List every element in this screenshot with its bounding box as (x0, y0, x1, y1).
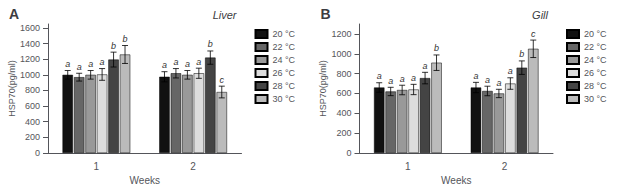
svg-text:200: 200 (25, 132, 40, 142)
svg-text:c: c (220, 75, 225, 85)
svg-text:22 °C: 22 °C (273, 42, 296, 52)
svg-text:a: a (473, 71, 478, 81)
svg-text:c: c (531, 29, 536, 39)
svg-text:1: 1 (405, 161, 411, 172)
svg-text:26 °C: 26 °C (584, 68, 607, 78)
svg-text:1200: 1200 (20, 54, 40, 64)
svg-text:a: a (173, 57, 178, 67)
svg-text:a: a (185, 59, 190, 69)
svg-text:400: 400 (25, 117, 40, 127)
svg-text:HSP70(pg/ml): HSP70(pg/ml) (318, 60, 328, 117)
svg-text:b: b (123, 34, 128, 44)
svg-text:b: b (111, 41, 116, 51)
svg-text:a: a (388, 76, 393, 86)
svg-text:20 °C: 20 °C (584, 29, 607, 39)
svg-text:1400: 1400 (20, 39, 40, 49)
svg-text:a: a (77, 62, 82, 72)
svg-text:24 °C: 24 °C (584, 55, 607, 65)
svg-text:a: a (496, 78, 501, 88)
svg-text:20 °C: 20 °C (273, 29, 296, 39)
svg-text:200: 200 (336, 128, 351, 138)
svg-text:2: 2 (190, 161, 196, 172)
svg-text:a: a (377, 71, 382, 81)
svg-text:Weeks: Weeks (130, 175, 160, 186)
svg-text:a: a (196, 57, 201, 67)
svg-text:800: 800 (25, 85, 40, 95)
svg-text:b: b (519, 49, 524, 59)
svg-text:b: b (434, 43, 439, 53)
svg-text:a: a (400, 74, 405, 84)
svg-text:1: 1 (94, 161, 100, 172)
svg-text:2: 2 (502, 161, 508, 172)
svg-text:1200: 1200 (331, 29, 351, 39)
svg-text:a: a (100, 57, 105, 67)
svg-text:24 °C: 24 °C (273, 55, 296, 65)
svg-text:a: a (411, 73, 416, 83)
svg-text:1600: 1600 (20, 23, 40, 33)
svg-text:0: 0 (35, 148, 40, 158)
svg-text:800: 800 (336, 69, 351, 79)
svg-text:600: 600 (336, 88, 351, 98)
svg-text:a: a (508, 66, 513, 76)
svg-text:a: a (88, 59, 93, 69)
svg-text:Weeks: Weeks (441, 175, 471, 186)
svg-text:Gill: Gill (532, 9, 548, 21)
svg-text:26 °C: 26 °C (273, 68, 296, 78)
svg-text:1000: 1000 (331, 49, 351, 59)
svg-text:28 °C: 28 °C (584, 81, 607, 91)
svg-text:30 °C: 30 °C (273, 94, 296, 104)
svg-text:B: B (321, 6, 331, 22)
svg-text:22 °C: 22 °C (584, 42, 607, 52)
svg-text:30 °C: 30 °C (584, 94, 607, 104)
svg-text:400: 400 (336, 108, 351, 118)
svg-text:28 °C: 28 °C (273, 81, 296, 91)
svg-text:a: a (423, 61, 428, 71)
svg-text:Liver: Liver (213, 9, 238, 21)
svg-text:HSP70(pg/ml): HSP70(pg/ml) (7, 60, 17, 117)
svg-text:1000: 1000 (20, 70, 40, 80)
svg-text:b: b (208, 39, 213, 49)
svg-text:600: 600 (25, 101, 40, 111)
svg-text:a: a (162, 60, 167, 70)
svg-text:a: a (485, 75, 490, 85)
svg-text:0: 0 (346, 148, 351, 158)
svg-text:A: A (9, 6, 19, 22)
svg-text:a: a (65, 59, 70, 69)
